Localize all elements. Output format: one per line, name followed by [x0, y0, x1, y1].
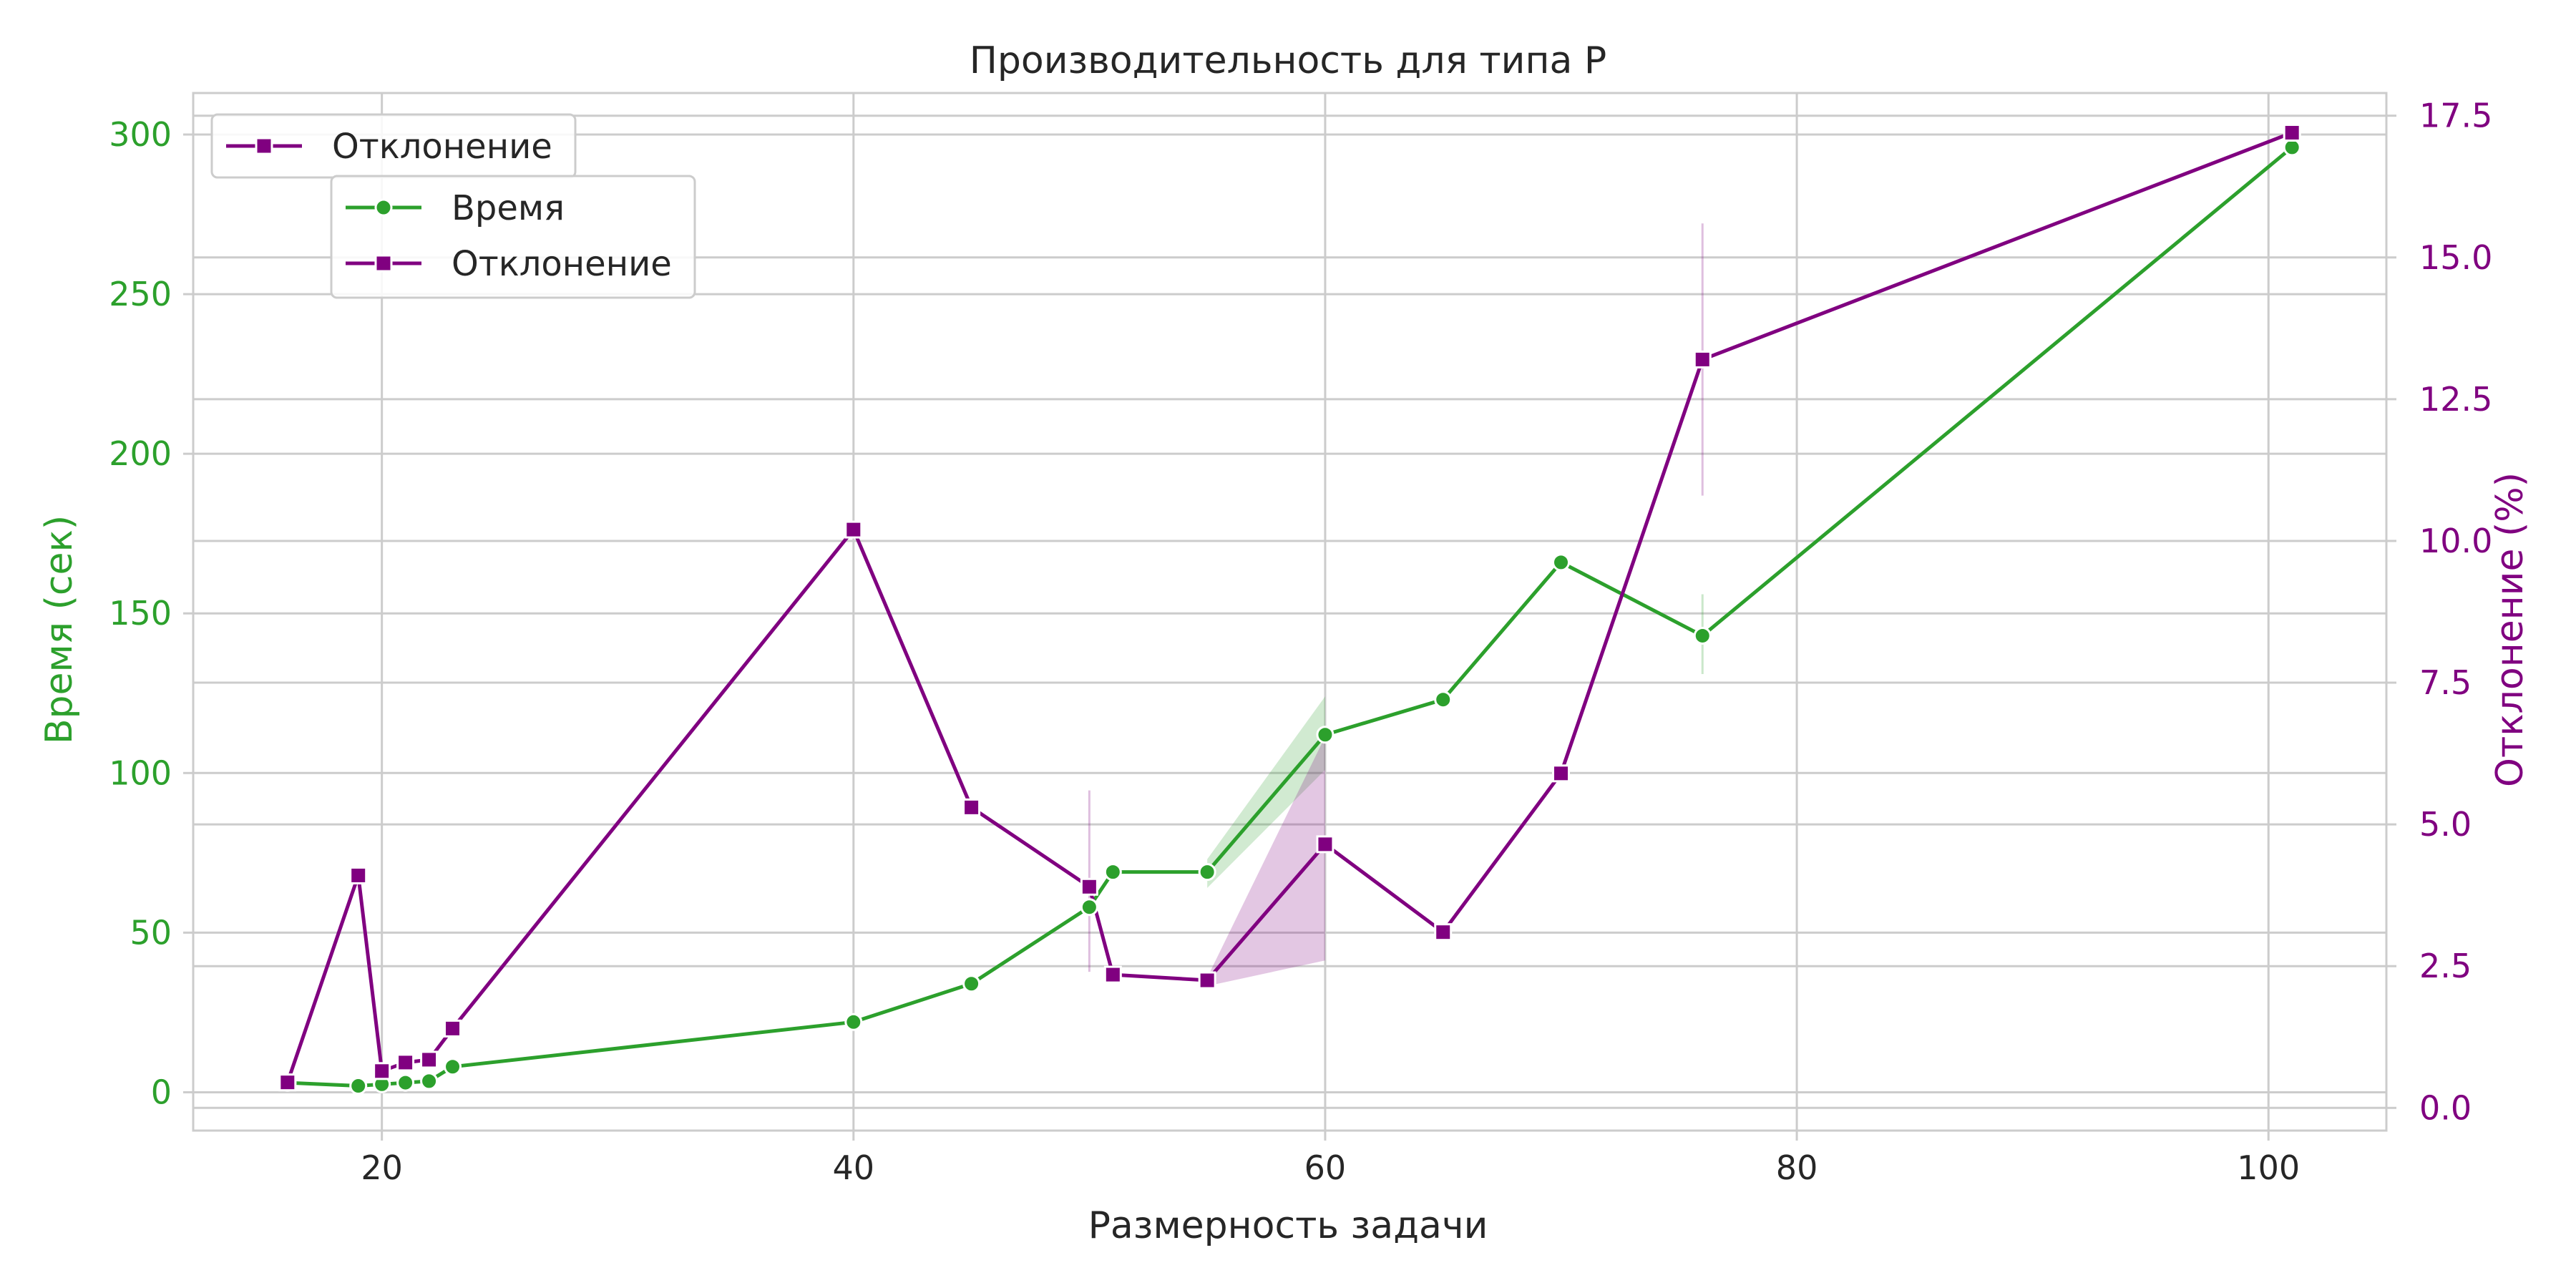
chart-title: Производительность для типа P	[970, 39, 1606, 82]
left-tick-label: 0	[151, 1073, 172, 1111]
x-axis-label: Размерность задачи	[1088, 1204, 1488, 1247]
deviation-data-point	[1080, 877, 1098, 896]
right-tick-label: 5.0	[2419, 805, 2472, 844]
left-tick-label: 50	[130, 913, 172, 952]
left-tick-label: 150	[109, 594, 172, 633]
deviation-data-point	[349, 866, 368, 884]
deviation-data-point	[844, 520, 863, 539]
deviation-data-point	[1103, 965, 1122, 984]
deviation-data-point	[420, 1050, 439, 1069]
right-axis-label: Отклонение (%)	[2489, 472, 2532, 787]
deviation-data-point	[2283, 123, 2301, 142]
x-tick-label: 100	[2237, 1148, 2300, 1187]
legend-label: Отклонение	[332, 127, 552, 167]
time-data-point	[1434, 691, 1453, 709]
x-tick-label: 60	[1304, 1148, 1347, 1187]
legend-marker	[255, 137, 273, 155]
grid-vertical-lines	[381, 93, 2270, 1131]
deviation-data-point	[1316, 835, 1335, 854]
legend-entry-deviation: Отклонение	[226, 127, 552, 167]
time-data-point	[420, 1072, 439, 1091]
series-lines	[286, 131, 2293, 1088]
deviation-data-point	[1693, 350, 1712, 369]
time-data-point	[1198, 863, 1216, 882]
deviation-data-point	[1552, 764, 1571, 783]
left-axis-ticks: 0 50 100 150 200 250 300	[109, 115, 193, 1111]
left-tick-label: 250	[109, 275, 172, 313]
x-tick-label: 20	[361, 1148, 403, 1187]
right-tick-label: 10.0	[2419, 522, 2492, 560]
time-data-point	[1693, 626, 1712, 645]
legend-marker	[374, 198, 393, 217]
right-tick-label: 7.5	[2419, 663, 2472, 702]
time-data-point	[1552, 553, 1571, 572]
deviation-data-point	[962, 798, 981, 816]
deviation-data-point	[444, 1019, 462, 1038]
deviation-series-line	[286, 131, 2293, 1083]
x-tick-label: 40	[833, 1148, 875, 1187]
legend-marker	[374, 254, 393, 273]
time-data-point	[2283, 138, 2301, 157]
left-axis-label: Время (сек)	[38, 515, 81, 744]
time-data-point	[1080, 898, 1098, 917]
plot-frame	[192, 92, 2388, 1132]
time-data-point	[444, 1058, 462, 1076]
right-tick-label: 12.5	[2419, 380, 2492, 419]
left-tick-label: 100	[109, 753, 172, 792]
left-tick-label: 300	[109, 115, 172, 154]
deviation-data-point	[1434, 923, 1453, 942]
right-tick-label: 15.0	[2419, 238, 2492, 277]
time-data-point	[962, 975, 981, 993]
legends: Отклонение Время Отклонение	[210, 113, 696, 299]
legend-1: Отклонение	[210, 113, 577, 179]
x-tick-label: 80	[1776, 1148, 1818, 1187]
legend-2: Время Отклонение	[330, 175, 696, 299]
right-tick-label: 2.5	[2419, 947, 2472, 985]
deviation-data-point	[1198, 971, 1216, 990]
x-axis-ticks: 20 40 60 80 100	[361, 1131, 2300, 1187]
time-series-line	[287, 145, 2293, 1088]
time-data-point	[349, 1077, 368, 1096]
legend-entry-time: Время	[346, 188, 565, 228]
series-points	[278, 123, 2301, 1096]
legend-entry-deviation: Отклонение	[346, 244, 672, 284]
legend-label: Время	[452, 188, 565, 228]
time-data-point	[1316, 726, 1335, 744]
legend-frame	[330, 175, 696, 299]
right-tick-label: 17.5	[2419, 97, 2492, 135]
time-data-point	[396, 1073, 415, 1092]
deviation-confidence-band	[1207, 736, 1325, 986]
legend-label: Отклонение	[452, 244, 672, 284]
deviation-data-point	[373, 1062, 391, 1080]
left-tick-label: 200	[109, 434, 172, 473]
right-axis-ticks: 0.0 2.5 5.0 7.5 10.0 12.5 15.0 17.5	[2386, 97, 2492, 1127]
right-tick-label: 0.0	[2419, 1088, 2472, 1127]
deviation-data-point	[396, 1053, 415, 1072]
deviation-data-point	[278, 1073, 297, 1092]
time-data-point	[844, 1013, 863, 1031]
time-data-point	[1103, 863, 1122, 882]
